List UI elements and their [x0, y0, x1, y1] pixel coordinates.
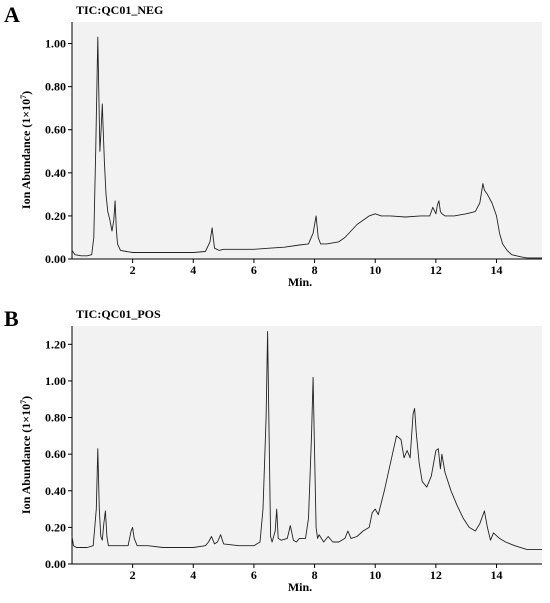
panel-b-x-tick-label: 12	[430, 568, 442, 582]
panel-a-x-tick-label: 2	[130, 263, 136, 277]
panel-b-marks: 0.00 0.20 0.40 0.60 0.80 1.00 1.20 2 4 6 8 10 12 14	[45, 326, 542, 582]
panel-b-x-tick-label: 8	[312, 568, 318, 582]
panel-b-title: TIC:QC01_POS	[76, 307, 161, 321]
panel-a-letter: A	[4, 2, 20, 27]
panel-b-plot-area	[72, 326, 542, 564]
panel-b-x-tick-label: 4	[190, 568, 196, 582]
panel-b-x-tick-label: 14	[491, 568, 503, 582]
panel-a-y-axis-label: Ion Abundance (1×107)	[19, 91, 33, 209]
panel-b-y-tick-label: 0.80	[45, 411, 66, 425]
panel-b-x-axis-label: Min.	[288, 580, 312, 594]
panel-b-y-axis-label: Ion Abundance (1×107)	[19, 396, 33, 514]
panel-b: B TIC:QC01_POS 0.00 0.20 0.40 0.60 0.80 1.00 1…	[4, 306, 542, 594]
panel-a-x-tick-label: 6	[251, 263, 257, 277]
panel-b-y-tick-label: 1.00	[45, 374, 66, 388]
panel-a-title: TIC:QC01_NEG	[76, 3, 163, 17]
panel-b-y-tick-label: 0.40	[45, 484, 66, 498]
panel-a-y-tick-label: 0.20	[45, 209, 66, 223]
panel-a-x-tick-label: 14	[491, 263, 503, 277]
panel-a-tic-trace	[71, 36, 542, 259]
panel-a-y-tick-label: 0.00	[45, 252, 66, 266]
panel-a-x-tick-label: 4	[190, 263, 196, 277]
panel-b-y-tick-label: 0.20	[45, 520, 66, 534]
panel-b-y-tick-label: 0.60	[45, 447, 66, 461]
panel-a-y-label-close: )	[19, 91, 33, 95]
panel-a-y-tick-label: 0.80	[45, 80, 66, 94]
panel-a: A TIC:QC01_NEG 0.00 0.20 0.40 0.60 0.80 1.00 2…	[4, 2, 542, 289]
panel-b-y-label-exponent: 7	[19, 400, 28, 404]
panel-b-x-tick-label: 6	[251, 568, 257, 582]
panel-a-y-label-exponent: 7	[19, 95, 28, 99]
panel-a-x-tick-label: 12	[430, 263, 442, 277]
panel-b-x-tick-label: 2	[130, 568, 136, 582]
panel-a-y-label-main: Ion Abundance (1×10	[19, 99, 33, 209]
panel-a-plot-area	[72, 22, 542, 259]
panel-a-x-tick-label: 10	[369, 263, 381, 277]
panel-b-letter: B	[4, 306, 19, 331]
panel-b-y-tick-label: 1.20	[45, 337, 66, 351]
panel-b-y-tick-label: 0.00	[45, 557, 66, 571]
panel-a-x-tick-label: 8	[312, 263, 318, 277]
panel-b-y-label-close: )	[19, 396, 33, 400]
panel-a-x-axis-label: Min.	[288, 275, 312, 289]
panel-b-x-tick-label: 10	[369, 568, 381, 582]
panel-a-y-tick-label: 0.60	[45, 123, 66, 137]
panel-b-tic-trace	[71, 331, 542, 550]
panel-a-marks: 0.00 0.20 0.40 0.60 0.80 1.00 2 4 6 8 10 12 14	[45, 22, 542, 277]
panel-a-y-tick-label: 0.40	[45, 166, 66, 180]
panel-b-y-label-main: Ion Abundance (1×10	[19, 404, 33, 514]
panel-a-y-tick-label: 1.00	[45, 37, 66, 51]
